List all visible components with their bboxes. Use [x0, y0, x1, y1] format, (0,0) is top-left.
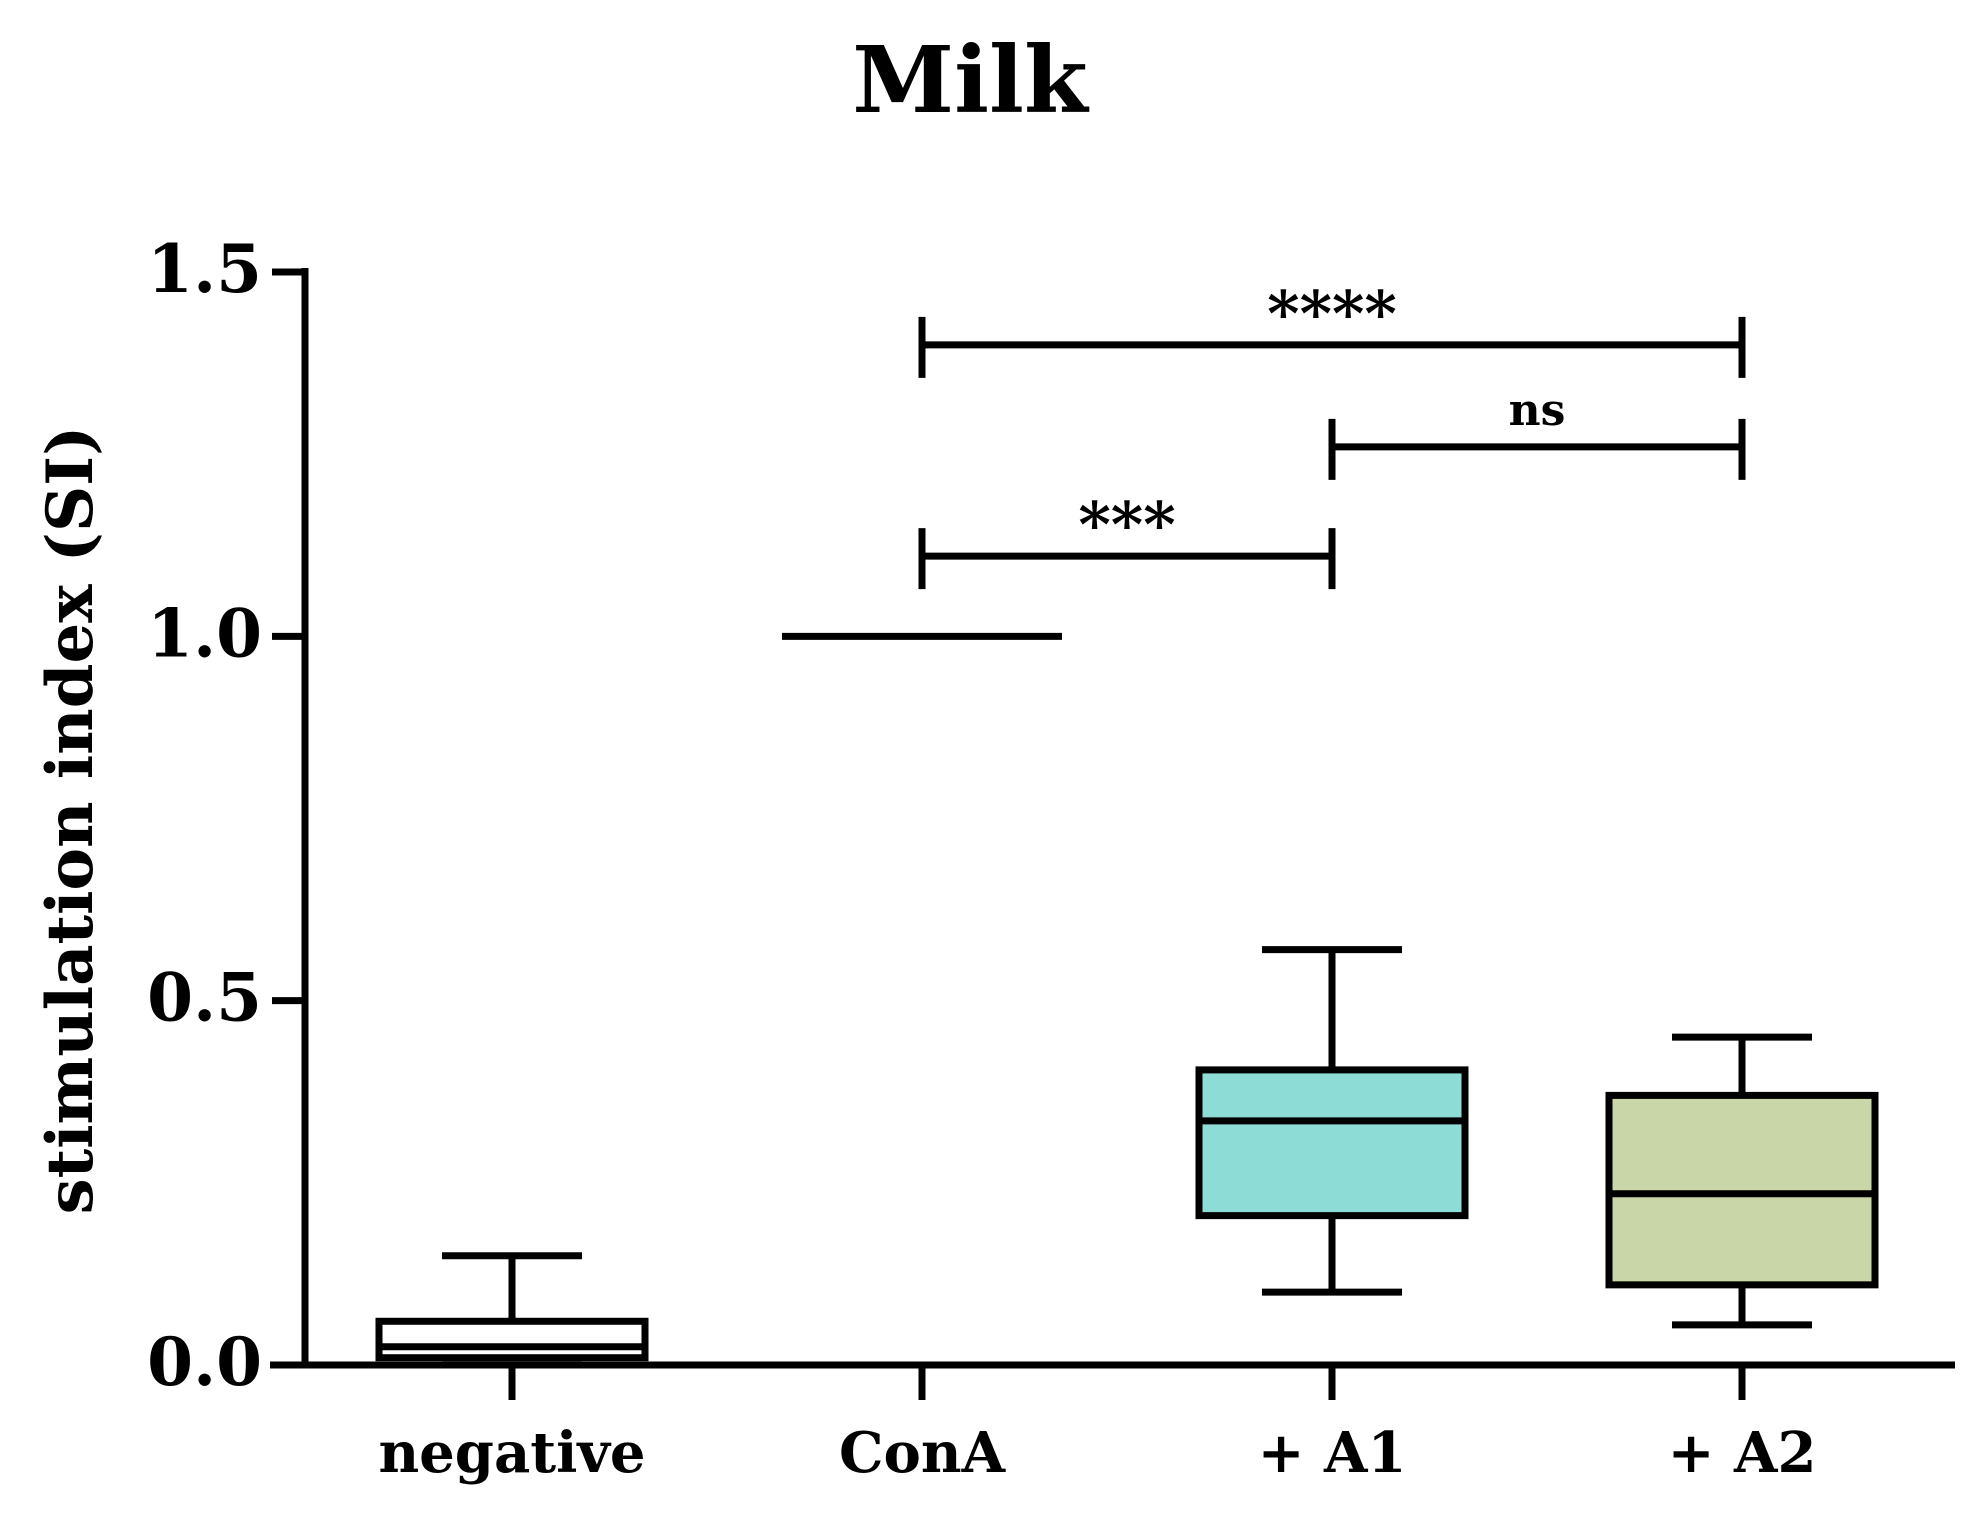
significance-label: ns — [1509, 385, 1566, 436]
significance-label: *** — [1078, 488, 1175, 561]
x-ticks: negative ConA + A1 + A2 — [378, 1365, 1816, 1486]
y-tick-label: 0.0 — [147, 1323, 262, 1401]
y-tick-label: 1.5 — [147, 230, 262, 308]
significance-bracket: ns — [1328, 385, 1746, 480]
significance-bracket: **** — [918, 277, 1746, 378]
x-tick-label: + A1 — [1258, 1420, 1407, 1486]
box-a1 — [1195, 946, 1469, 1296]
box-body — [375, 1317, 649, 1362]
box-body — [1605, 1091, 1879, 1289]
x-tick-label: ConA — [839, 1420, 1007, 1486]
x-tick-label: + A2 — [1668, 1420, 1817, 1486]
y-tick-label: 0.5 — [147, 959, 262, 1037]
x-tick-label: negative — [378, 1420, 645, 1486]
significance-bracket: *** — [918, 488, 1336, 590]
significance-label: **** — [1267, 277, 1397, 350]
y-tick-label: 1.0 — [147, 594, 262, 672]
box-a2 — [1605, 1033, 1879, 1329]
y-ticks: 0.0 0.5 1.0 1.5 — [147, 230, 305, 1401]
significance-brackets: *** ns **** — [918, 277, 1746, 590]
box-negative — [375, 1252, 649, 1362]
chart-title: Milk — [852, 26, 1090, 134]
box-body — [1195, 1066, 1469, 1220]
boxes — [375, 632, 1879, 1362]
y-axis-label: stimulation index (SI) — [33, 426, 108, 1215]
